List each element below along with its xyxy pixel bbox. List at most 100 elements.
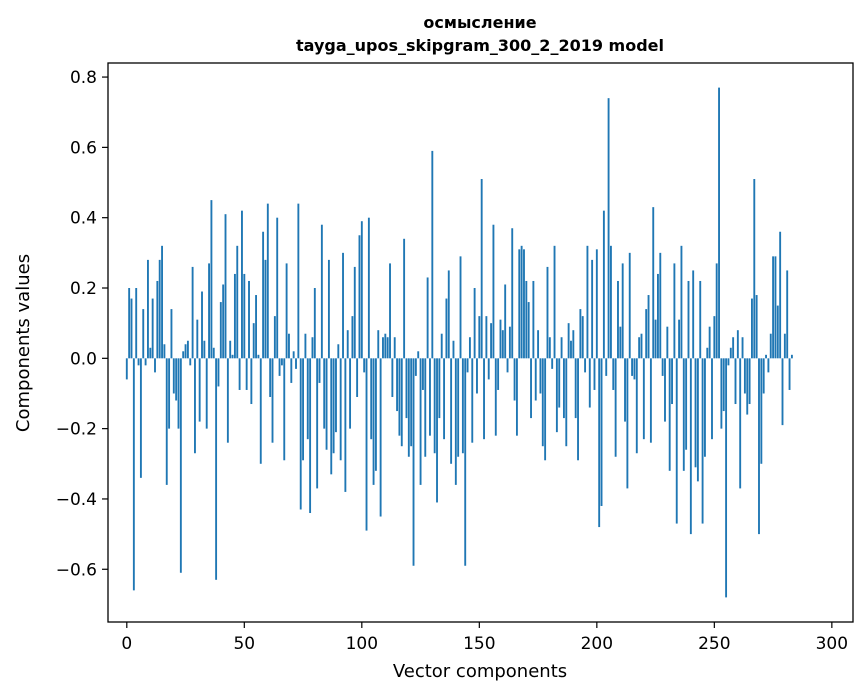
- bar: [727, 358, 730, 366]
- bar: [429, 358, 431, 436]
- bar: [711, 358, 713, 440]
- bar: [758, 358, 760, 535]
- bar: [339, 358, 342, 461]
- bar: [664, 358, 666, 422]
- bar: [196, 319, 199, 359]
- bar: [358, 235, 361, 359]
- plot-frame: [107, 62, 854, 623]
- bar: [233, 273, 236, 359]
- bar: [325, 358, 328, 450]
- bar: [130, 298, 133, 359]
- bar: [692, 270, 695, 359]
- bar: [732, 337, 735, 359]
- bar: [264, 259, 267, 359]
- bar: [659, 252, 662, 359]
- bar: [163, 344, 166, 359]
- bars-group: [125, 87, 793, 598]
- bar: [224, 214, 227, 359]
- bar: [595, 249, 598, 359]
- bar: [367, 217, 370, 359]
- bar: [734, 358, 737, 405]
- bar: [722, 358, 725, 412]
- bar: [419, 358, 422, 485]
- bar: [205, 358, 208, 429]
- bar: [631, 358, 634, 376]
- bar: [617, 280, 619, 359]
- bar: [391, 358, 394, 397]
- bar: [203, 340, 206, 359]
- bar: [182, 351, 185, 359]
- bar: [487, 358, 490, 380]
- bar: [605, 358, 608, 376]
- x-axis-label: Vector components: [393, 661, 567, 682]
- bar: [400, 358, 403, 447]
- bar: [642, 358, 645, 440]
- bar: [304, 333, 307, 359]
- bar: [541, 358, 544, 447]
- bar: [165, 358, 168, 485]
- bar: [311, 337, 314, 359]
- bar: [250, 358, 253, 405]
- bar: [591, 259, 594, 359]
- y-axis-ticks: −0.6 −0.4 −0.2 0.0 0.2 0.4 0.6 0.8: [56, 68, 108, 580]
- bar: [666, 326, 669, 359]
- bar: [506, 358, 509, 373]
- bar: [579, 309, 582, 359]
- bar: [753, 179, 756, 359]
- bar: [219, 302, 222, 359]
- bar: [739, 358, 742, 489]
- bar: [137, 358, 140, 366]
- bar: [645, 309, 648, 359]
- bar: [511, 228, 514, 359]
- bar: [565, 358, 568, 447]
- bar: [295, 358, 297, 369]
- bar: [494, 358, 497, 436]
- bar: [546, 266, 549, 359]
- bar: [483, 358, 485, 440]
- bar: [370, 358, 373, 440]
- bar: [555, 358, 558, 433]
- bar: [410, 358, 413, 447]
- bar: [767, 358, 770, 373]
- bar: [386, 337, 389, 359]
- x-tick-label: 300: [816, 634, 848, 654]
- bar: [175, 358, 178, 401]
- bar: [356, 358, 359, 397]
- bar: [186, 340, 189, 359]
- y-tick-label: 0.6: [70, 138, 97, 158]
- bar: [210, 200, 213, 359]
- bar: [600, 358, 603, 506]
- bar: [464, 358, 467, 566]
- y-axis-label: Components values: [13, 254, 34, 432]
- bar: [633, 358, 636, 380]
- bar: [523, 249, 525, 359]
- bar: [654, 319, 657, 359]
- bar: [266, 203, 269, 359]
- bar: [560, 337, 563, 359]
- bar: [278, 358, 281, 376]
- bar: [741, 337, 744, 359]
- bar: [382, 337, 384, 359]
- bar: [593, 358, 596, 390]
- bar: [671, 358, 673, 405]
- bar: [743, 358, 746, 394]
- bar: [607, 98, 610, 359]
- bar: [774, 256, 777, 359]
- bar: [290, 358, 293, 383]
- bar: [229, 340, 232, 359]
- x-axis-ticks: 0 50 100 150 200 250 300: [121, 622, 848, 654]
- bar: [231, 354, 234, 359]
- bar: [661, 358, 664, 376]
- bar: [520, 245, 523, 359]
- bar: [257, 354, 260, 359]
- bar: [447, 270, 450, 359]
- bar: [360, 221, 363, 359]
- bar: [673, 263, 676, 359]
- bar: [283, 358, 286, 461]
- bar: [212, 347, 215, 359]
- bar: [273, 316, 276, 359]
- bar: [626, 358, 629, 489]
- bar: [353, 266, 356, 359]
- bar: [708, 326, 711, 359]
- bar: [335, 358, 337, 433]
